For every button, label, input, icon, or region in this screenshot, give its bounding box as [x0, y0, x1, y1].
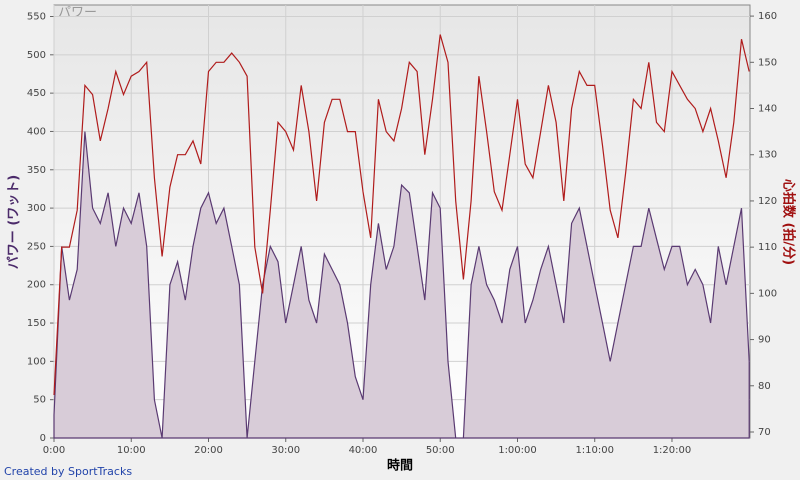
y2-tick-label: 140 [758, 104, 777, 115]
y-tick-label: 550 [27, 11, 46, 22]
y2-tick-label: 80 [758, 381, 771, 392]
x-tick-label: 1:20:00 [653, 445, 692, 456]
y-tick-label: 0 [40, 433, 46, 444]
x-tick-label: 40:00 [349, 445, 378, 456]
y2-tick-label: 70 [758, 427, 771, 438]
y2-tick-label: 150 [758, 57, 777, 68]
y-tick-label: 350 [27, 165, 46, 176]
y2-tick-label: 160 [758, 11, 777, 22]
x-tick-label: 1:10:00 [575, 445, 614, 456]
y-tick-label: 250 [27, 241, 46, 252]
x-tick-label: 1:00:00 [498, 445, 537, 456]
y-tick-label: 150 [27, 318, 46, 329]
y2-tick-label: 130 [758, 150, 777, 161]
x-tick-label: 10:00 [117, 445, 146, 456]
y2-tick-label: 90 [758, 335, 771, 346]
x-tick-label: 50:00 [426, 445, 455, 456]
y-tick-label: 50 [33, 395, 46, 406]
x-tick-label: 20:00 [194, 445, 223, 456]
y-axis-label: パワー (ワット) [7, 175, 22, 269]
y2-tick-label: 120 [758, 196, 777, 207]
power-area [53, 131, 750, 439]
footer: Created by SportTracks [4, 465, 132, 478]
y-tick-label: 450 [27, 88, 46, 99]
y-tick-label: 300 [27, 203, 46, 214]
y-tick-label: 100 [27, 356, 46, 367]
y2-axis-label: 心拍数 (拍/分) [781, 179, 797, 265]
y-tick-label: 200 [27, 280, 46, 291]
x-axis-label: 時間 [387, 458, 413, 474]
chart-title: パワー [58, 6, 97, 21]
x-tick-label: 30:00 [271, 445, 300, 456]
heart-rate-line [53, 34, 750, 396]
y-tick-label: 400 [27, 126, 46, 137]
x-tick-label: 0:00 [43, 445, 65, 456]
y-tick-label: 500 [27, 50, 46, 61]
y2-tick-label: 100 [758, 288, 777, 299]
y2-tick-label: 110 [758, 242, 777, 253]
